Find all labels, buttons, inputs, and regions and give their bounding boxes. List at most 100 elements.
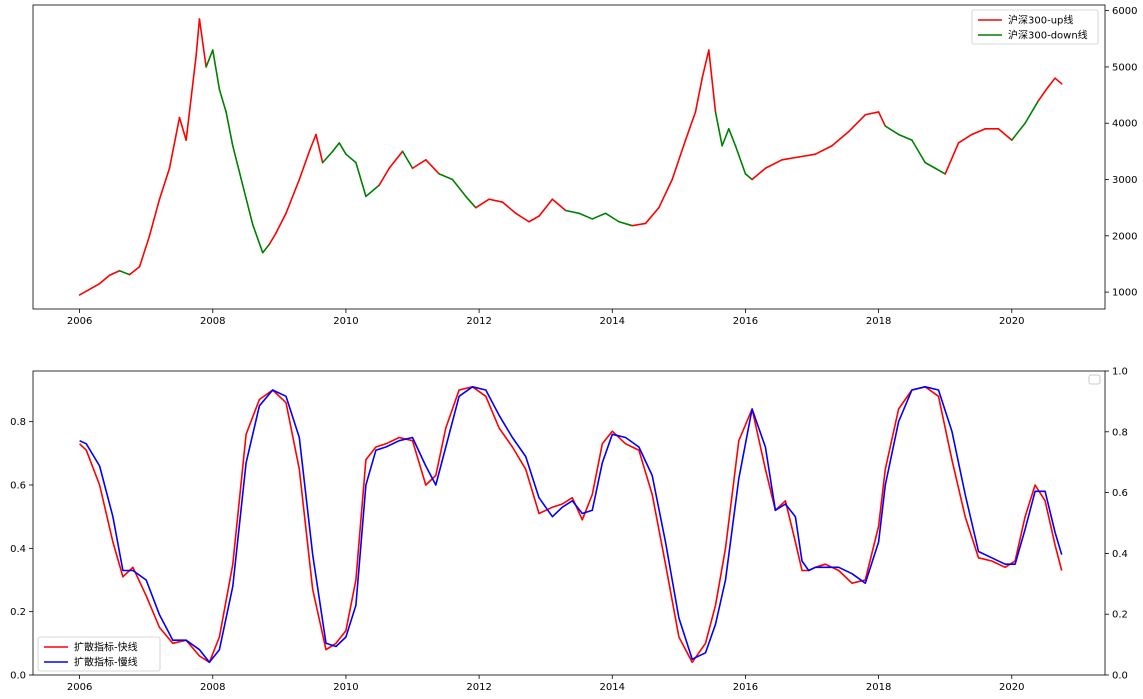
bottom-legend-label: 扩散指标-快线 [74, 641, 138, 654]
price-line-segment [401, 150, 414, 170]
price-line-segment [897, 133, 913, 141]
price-line-segment [78, 288, 91, 296]
top-x-tick-label: 2008 [200, 316, 225, 327]
price-line-segment [185, 54, 197, 141]
bottom-y-right-tick-label: 0.4 [1112, 549, 1128, 560]
slow-line [79, 385, 1063, 664]
price-line-segment [118, 269, 131, 276]
top-x-tick-label: 2012 [466, 316, 491, 327]
price-line-segment [781, 156, 800, 161]
price-line-segment [251, 223, 264, 254]
price-line-segment [604, 212, 620, 223]
bottom-panel: 2006 2008 2010 2012 2014 2016 2018 2020 0.0 0.2 0.… [10, 367, 1128, 694]
price-line-segment [924, 161, 937, 170]
price-line-segment [464, 195, 477, 209]
price-line-segment [684, 111, 697, 141]
price-line-segment [631, 222, 647, 227]
price-line-segment [474, 198, 490, 209]
price-line-segment [225, 111, 234, 147]
bottom-y-right-tick-label: 0.2 [1112, 610, 1128, 621]
price-line-segment [158, 167, 171, 201]
top-y-right-tick-label: 3000 [1112, 175, 1137, 186]
bottom-y-left-tick-label: 0.8 [10, 417, 26, 428]
price-line-segment [877, 111, 887, 127]
price-line-segment [298, 150, 311, 181]
price-line-segment [764, 159, 783, 170]
price-line-segment [331, 142, 341, 153]
price-line-segment [108, 269, 121, 277]
bottom-x-tick-label: 2006 [67, 682, 92, 693]
price-line-segment [338, 142, 347, 155]
bottom-legend-box [37, 636, 161, 672]
price-line-segment [365, 184, 381, 198]
price-line-segment [205, 49, 214, 68]
price-line-segment [355, 161, 367, 198]
top-y-right-tick-label: 4000 [1112, 119, 1137, 130]
bottom-y-right-tick-label: 1.0 [1112, 367, 1128, 378]
top-legend-label: 沪深300-down线 [1008, 29, 1088, 42]
top-x-tick-label: 2014 [600, 316, 625, 327]
price-line-segment [591, 212, 607, 220]
bottom-right-empty-legend [1088, 374, 1101, 385]
price-line-segment [618, 220, 634, 227]
price-line-segment [218, 88, 227, 113]
price-line-segment [98, 274, 111, 285]
top-panel: 2006 2008 2010 2012 2014 2016 2018 2020 1000 2000… [32, 4, 1137, 327]
top-y-right-tick-label: 6000 [1112, 6, 1137, 17]
price-line-segment [831, 130, 850, 147]
price-line-segment [701, 49, 710, 79]
price-line-segment [751, 167, 767, 181]
price-line-segment [501, 201, 517, 215]
price-line-segment [708, 49, 717, 113]
price-line-segment [268, 232, 277, 246]
price-line-segment [734, 144, 747, 175]
price-line-segment [315, 133, 324, 164]
top-legend-box [971, 9, 1099, 45]
price-line-segment [321, 150, 334, 164]
price-line-segment [1024, 99, 1040, 125]
price-line-segment [308, 133, 317, 153]
price-line-segment [345, 153, 357, 164]
bottom-y-right-tick-label: 0.6 [1112, 488, 1128, 499]
bottom-y-left-tick-label: 0.4 [10, 544, 26, 555]
top-x-tick-label: 2020 [999, 316, 1024, 327]
bottom-x-tick-label: 2018 [866, 682, 891, 693]
price-line-segment [671, 139, 687, 181]
price-line-segment [285, 178, 301, 215]
price-line-segment [744, 173, 753, 181]
top-x-tick-label: 2010 [333, 316, 358, 327]
price-line-segment [378, 167, 391, 186]
price-line-segment [721, 128, 730, 147]
price-line-segment [578, 212, 594, 220]
price-line-segment [211, 49, 221, 91]
bottom-y-left-tick-label: 0.0 [10, 671, 26, 682]
price-line-segment [438, 173, 454, 181]
top-y-right-tick-label: 2000 [1112, 231, 1137, 242]
price-line-segment [388, 150, 404, 170]
price-line-segment [178, 116, 187, 141]
price-line-segment [714, 111, 723, 147]
price-line-segment [231, 144, 244, 186]
price-line-segment [451, 178, 467, 198]
bottom-y-right-tick-label: 0.8 [1112, 427, 1128, 438]
top-legend-label: 沪深300-up线 [1008, 14, 1073, 27]
price-line-segment [814, 144, 833, 155]
price-line-segment [138, 235, 151, 268]
bottom-x-tick-label: 2020 [999, 682, 1024, 693]
bottom-y-left-tick-label: 0.6 [10, 481, 26, 492]
price-line-segment [884, 125, 900, 136]
price-line-segment [934, 167, 946, 175]
price-line-segment [198, 18, 207, 68]
price-line-segment [514, 212, 530, 223]
price-line-segment [195, 18, 201, 57]
top-axes-frame [32, 4, 1106, 310]
bottom-x-tick-label: 2012 [466, 682, 491, 693]
price-line-segment [528, 215, 540, 223]
bottom-legend-label: 扩散指标-慢线 [74, 656, 138, 669]
bottom-axes-frame [32, 370, 1106, 676]
price-line-segment [168, 116, 181, 170]
price-line-segment [728, 128, 737, 147]
bottom-x-tick-label: 2014 [600, 682, 625, 693]
price-line-segment [148, 198, 161, 237]
price-line-segment [658, 178, 674, 209]
